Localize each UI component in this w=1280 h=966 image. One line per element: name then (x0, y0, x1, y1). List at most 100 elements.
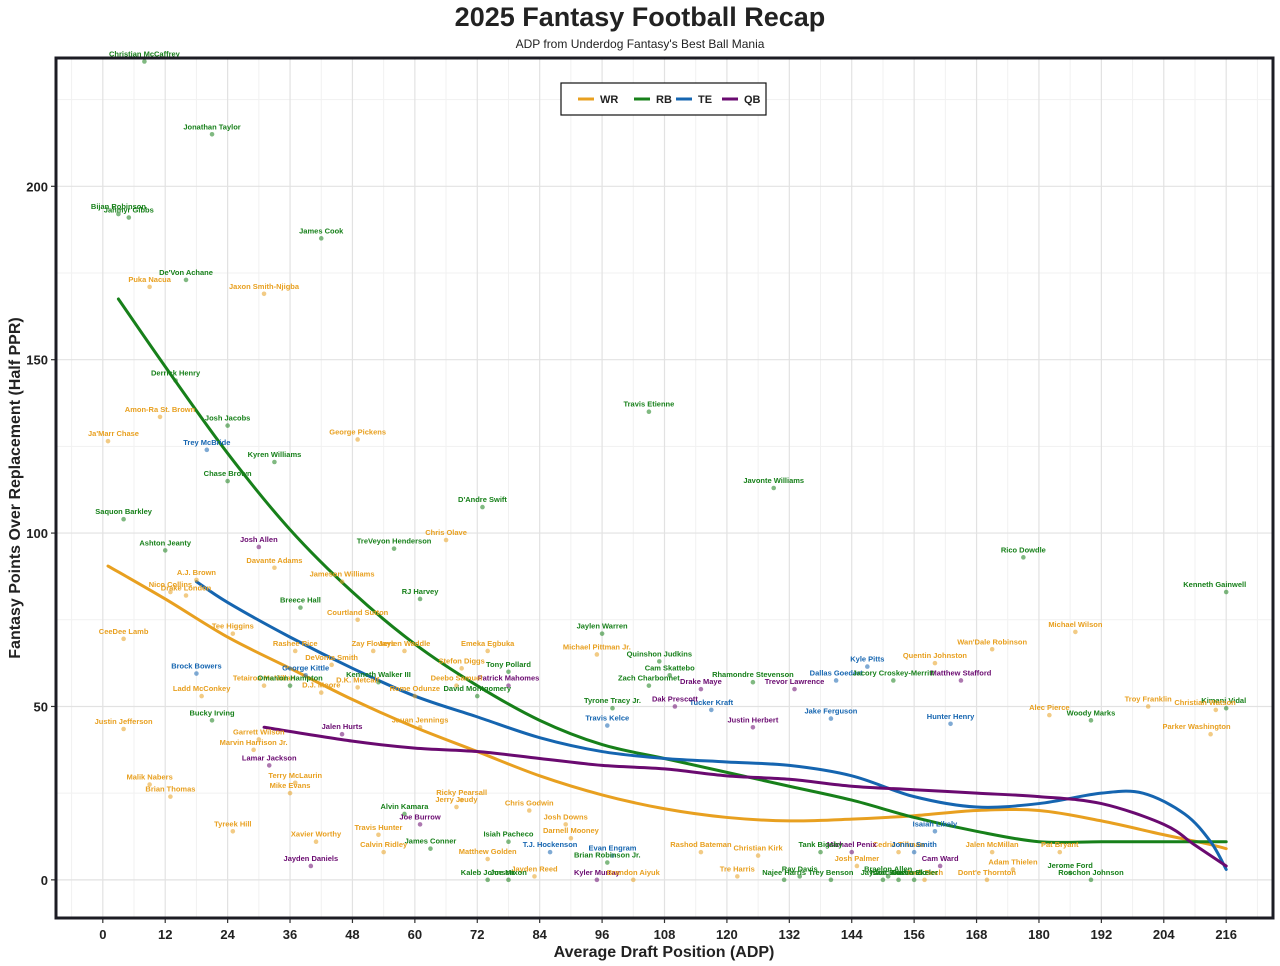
point-label: Joe Mixon (490, 868, 527, 877)
point-label: Bucky Irving (190, 708, 235, 717)
data-point (121, 516, 126, 522)
data-point (355, 685, 360, 690)
data-point (454, 804, 459, 810)
data-point (225, 423, 230, 428)
data-point (230, 829, 236, 834)
x-tick-label: 108 (654, 927, 676, 942)
data-point (355, 617, 360, 623)
point-label: Tee Higgins (212, 622, 254, 631)
point-label: David Montgomery (444, 684, 512, 693)
data-point (105, 438, 111, 444)
point-label: Brock Bowers (171, 662, 221, 671)
x-tick-label: 168 (966, 927, 988, 942)
point-label: Davante Adams (246, 556, 302, 565)
x-tick-label: 192 (1091, 927, 1113, 942)
point-label: Kyren Williams (248, 450, 302, 459)
data-point (709, 707, 714, 713)
data-point (594, 877, 600, 883)
point-label: Xavier Worthy (291, 830, 342, 839)
point-label: Jaylen Waddle (379, 639, 431, 648)
point-label: Brandon Aiyuk (607, 868, 661, 877)
data-point (162, 548, 168, 553)
data-point (147, 284, 152, 290)
y-tick-label: 100 (26, 526, 48, 541)
data-point (911, 877, 917, 883)
point-label: TreVeyon Henderson (357, 537, 432, 546)
point-label: CeeDee Lamb (99, 627, 149, 636)
data-point (376, 832, 381, 838)
point-label: Rico Dowdle (1001, 545, 1046, 554)
point-label: Chris Olave (425, 528, 467, 537)
data-point (485, 648, 490, 654)
data-point (792, 686, 797, 692)
x-tick-label: 96 (595, 927, 609, 942)
x-tick-label: 12 (158, 927, 172, 942)
data-point (630, 877, 636, 883)
data-point (370, 648, 376, 654)
point-label: Michael Pittman Jr. (563, 642, 631, 651)
data-point (157, 414, 163, 420)
data-point (417, 724, 423, 730)
data-point (194, 577, 199, 583)
point-label: Austin Ekeler (890, 868, 938, 877)
data-point (412, 693, 418, 699)
data-point (891, 678, 896, 683)
data-point (833, 678, 839, 683)
data-point (225, 478, 230, 484)
point-label: Omarion Hampton (257, 674, 323, 683)
point-label: Jameson Williams (310, 570, 375, 579)
trend-layer (106, 297, 1228, 871)
data-point (318, 236, 324, 241)
point-label: Dallas Goedert (810, 668, 863, 677)
data-point (230, 631, 236, 636)
data-point (173, 378, 178, 383)
point-label: Rhamondre Stevenson (712, 670, 794, 679)
point-label: Jaydon Blue (861, 868, 906, 877)
point-label: D.J. Moore (302, 681, 340, 690)
data-point (126, 215, 132, 220)
point-label: Ricky Pearsall (436, 788, 487, 797)
point-label: Kimani Vidal (1201, 696, 1246, 705)
chart-subtitle: ADP from Underdog Fantasy's Best Ball Ma… (515, 37, 765, 51)
data-point (298, 605, 303, 610)
data-point (750, 724, 756, 730)
data-point (1223, 705, 1229, 711)
data-point (506, 683, 511, 688)
point-label: Cam Ward (922, 854, 959, 863)
data-point (599, 631, 605, 636)
point-label: Quentin Johnston (903, 651, 968, 660)
data-point (849, 849, 855, 855)
point-label: Emeka Egbuka (461, 639, 515, 648)
point-label: Tony Pollard (486, 660, 531, 669)
point-label: Kyle Pitts (850, 655, 884, 664)
x-tick-label: 120 (716, 927, 738, 942)
data-point (896, 877, 901, 883)
point-label: Rashod Bateman (670, 840, 732, 849)
data-point (147, 782, 152, 787)
point-label: Jerry Jeudy (435, 795, 478, 804)
point-label: RJ Harvey (402, 587, 440, 596)
grid-layer (56, 58, 1273, 918)
point-label: Terry McLaurin (268, 771, 322, 780)
point-label: George Pickens (329, 427, 386, 436)
point-label: Lamar Jackson (242, 753, 297, 762)
point-label: James Cook (299, 226, 344, 235)
point-label: George Kittle (282, 663, 329, 672)
point-label: Isaiah Likely (913, 819, 958, 828)
data-point (183, 593, 189, 598)
point-label: Chris Godwin (505, 799, 554, 808)
data-point (547, 849, 553, 855)
data-point (168, 794, 173, 799)
data-point (1208, 731, 1213, 737)
point-label: Joe Burrow (399, 812, 440, 821)
data-point (1021, 555, 1026, 560)
x-tick-label: 204 (1153, 927, 1175, 942)
point-label: Matthew Stafford (931, 668, 992, 677)
point-label: Justin Jefferson (95, 717, 153, 726)
label-layer: Christian McCaffrey Jonathan Taylor Bijan … (88, 49, 1246, 876)
data-point (292, 648, 298, 654)
data-point (646, 683, 652, 688)
data-point (880, 877, 886, 883)
data-point (313, 839, 319, 845)
